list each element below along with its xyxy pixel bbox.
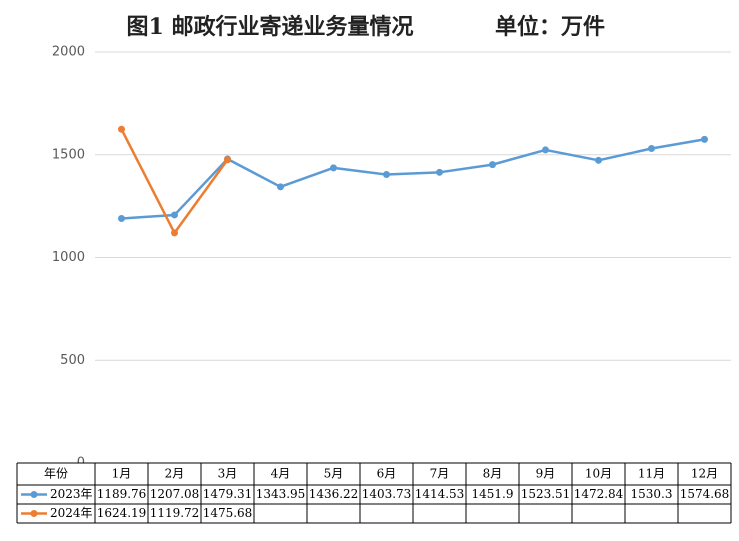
marker [171,229,178,237]
marker [489,161,496,169]
series-line [121,138,705,220]
marker [648,145,655,153]
table-value: 1523.51 [521,487,571,501]
table-value: 1343.95 [256,487,306,501]
table-value: 1451.9 [472,487,514,501]
x-tick-label: 6月 [377,467,397,481]
table-value: 1472.84 [574,487,624,501]
marker [171,211,178,219]
table-background [17,463,731,523]
table-value: 1189.76 [97,487,147,501]
y-tick-label: 2000 [52,45,85,60]
marker [595,156,602,164]
table-value: 1119.72 [150,506,200,520]
marker [118,215,125,223]
legend-label: 2024年 [50,506,93,520]
x-tick-label: 9月 [536,467,556,481]
table-value: 1414.53 [415,487,465,501]
table-value: 1574.68 [680,487,730,501]
marker [701,135,708,143]
chart-title: 图1 邮政行业寄递业务量情况 [127,14,414,40]
marker [330,164,337,172]
table-value: 1624.19 [97,506,147,520]
table-value: 1479.31 [203,487,253,501]
x-tick-label: 11月 [638,467,665,481]
legend-marker [30,510,38,517]
y-tick-label: 1500 [52,147,85,162]
table-header: 年份 [44,467,68,481]
legend-label: 2023年 [50,487,93,501]
x-tick-label: 7月 [430,467,450,481]
x-tick-label: 8月 [483,467,503,481]
table-value: 1436.22 [309,487,359,501]
x-tick-label: 12月 [691,467,718,481]
legend-marker [30,491,38,498]
marker [383,171,390,179]
x-tick-label: 3月 [218,467,238,481]
x-tick-label: 4月 [271,467,291,481]
x-tick-label: 5月 [324,467,344,481]
table-value: 1403.73 [362,487,412,501]
table-value: 1207.08 [150,487,200,501]
table-value: 1530.3 [631,487,673,501]
y-tick-label: 500 [60,353,85,368]
x-tick-label: 2月 [165,467,185,481]
marker [224,156,231,164]
marker [542,146,549,154]
table-value: 1475.68 [203,506,253,520]
marker [118,125,125,133]
x-tick-label: 10月 [585,467,612,481]
x-tick-label: 1月 [112,467,132,481]
marker [436,168,443,176]
marker [277,183,284,191]
chart-subtitle: 单位：万件 [495,14,605,40]
y-tick-label: 1000 [52,250,85,265]
